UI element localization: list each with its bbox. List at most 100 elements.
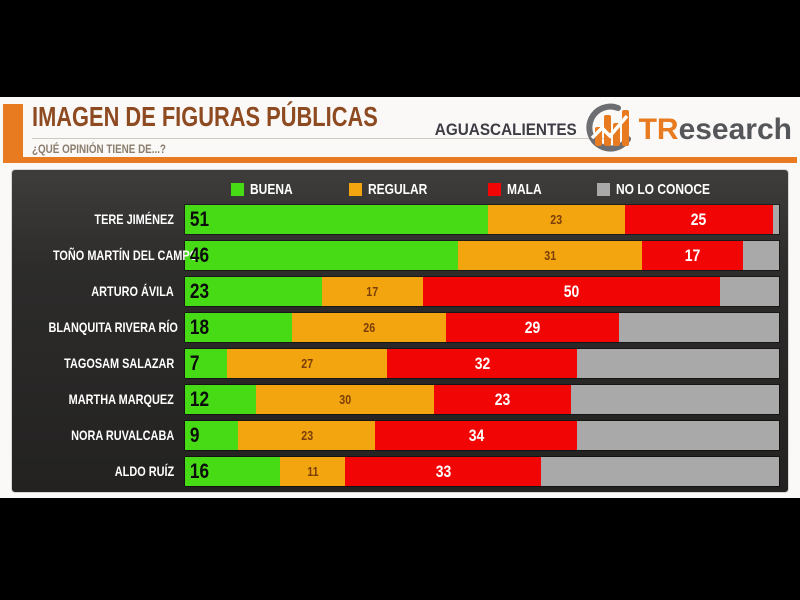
bar-segment-regular: 31	[458, 241, 643, 270]
bar-segment-regular: 23	[238, 421, 376, 450]
row-category-label: ALDO RUÍZ	[114, 463, 174, 479]
page-title: IMAGEN DE FIGURAS PÚBLICAS	[32, 101, 378, 132]
bar-segment-no-lo-conoce	[571, 385, 779, 414]
row-category-label: ARTURO ÁVILA	[91, 283, 174, 299]
legend-label-mala: MALA	[507, 180, 542, 198]
region-label: AGUASCALIENTES	[434, 120, 577, 139]
row-category-label: NORA RUVALCABA	[70, 427, 174, 443]
stacked-bar: 23 17 50	[185, 277, 779, 306]
chart-panel: BUENA REGULAR MALA NO LO CONOCE TERE JIM…	[12, 170, 788, 492]
bar-value-label: 33	[435, 461, 452, 481]
bar-segment-buena: 23	[185, 277, 322, 306]
bar-segment-mala: 34	[375, 421, 578, 450]
legend-item: REGULAR	[349, 181, 442, 198]
chart-row: MARTHA MARQUEZ 12 30 23	[12, 385, 788, 414]
bar-value-label: 51	[189, 207, 210, 231]
bar-segment-regular: 11	[280, 457, 346, 486]
legend-item: NO LO CONOCE	[596, 181, 734, 198]
content-band: IMAGEN DE FIGURAS PÚBLICAS ¿QUÉ OPINIÓN …	[0, 97, 800, 498]
bar-segment-regular: 30	[256, 385, 435, 414]
bar-value-label: 18	[189, 315, 210, 339]
bar-value-label: 12	[189, 387, 210, 411]
logo-swoosh-icon	[585, 103, 631, 152]
legend-swatch-icon	[596, 182, 610, 196]
bar-segment-mala: 25	[624, 205, 774, 234]
bar-segment-buena: 51	[185, 205, 488, 234]
bar-segment-no-lo-conoce	[577, 421, 779, 450]
legend-label-regular: REGULAR	[368, 180, 428, 198]
bar-segment-mala: 32	[386, 349, 578, 378]
chart-row: ALDO RUÍZ 16 11 33	[12, 457, 788, 486]
bar-segment-mala: 23	[434, 385, 572, 414]
bar-segment-no-lo-conoce	[719, 277, 779, 306]
chart-row: BLANQUITA RIVERA RÍO 18 26 29	[12, 313, 788, 342]
legend-swatch-icon	[230, 182, 244, 196]
bar-segment-no-lo-conoce	[773, 205, 779, 234]
bar-value-label: 30	[339, 392, 352, 407]
legend-item: MALA	[488, 181, 550, 198]
chart-row: TAGOSAM SALAZAR 7 27 32	[12, 349, 788, 378]
logo-bar-icon	[603, 115, 611, 146]
legend-item: BUENA	[230, 180, 303, 198]
chart-rows: TERE JIMÉNEZ 51 23 25 TOÑO MARTÍN DEL CAMP…	[12, 205, 788, 486]
chart-row: TERE JIMÉNEZ 51 23 25	[12, 205, 788, 234]
bar-value-label: 34	[468, 425, 484, 445]
bar-value-label: 23	[300, 428, 313, 443]
bar-value-label: 50	[563, 281, 579, 301]
bar-value-label: 17	[366, 284, 379, 299]
chart-legend: BUENA REGULAR MALA NO LO CONOCE	[185, 178, 779, 200]
stacked-bar: 7 27 32	[185, 349, 779, 378]
bar-value-label: 46	[189, 243, 210, 267]
stacked-bar: 9 23 34	[185, 421, 779, 450]
stacked-bar: 51 23 25	[185, 205, 779, 234]
legend-swatch-icon	[349, 182, 363, 196]
bar-value-label: 9	[189, 423, 200, 447]
bar-segment-regular: 17	[321, 277, 423, 306]
chart-row: NORA RUVALCABA 9 23 34	[12, 421, 788, 450]
header-right: AGUASCALIENTES TResearch	[419, 101, 792, 159]
bar-segment-buena: 7	[185, 349, 227, 378]
chart-row: ARTURO ÁVILA 23 17 50	[12, 277, 788, 306]
row-category-label: TOÑO MARTÍN DEL CAMPO	[52, 247, 199, 263]
row-category-label: TAGOSAM SALAZAR	[63, 355, 174, 371]
bar-segment-mala: 29	[446, 313, 619, 342]
bar-segment-mala: 33	[345, 457, 542, 486]
bar-segment-regular: 26	[291, 313, 447, 342]
bar-segment-mala: 17	[642, 241, 744, 270]
stacked-bar: 46 31 17	[185, 241, 779, 270]
page-subtitle: ¿QUÉ OPINIÓN TIENE DE...?	[32, 142, 166, 156]
header-divider	[32, 138, 608, 139]
bar-value-label: 32	[474, 353, 490, 373]
legend-swatch-icon	[488, 182, 502, 196]
bar-segment-buena: 12	[185, 385, 257, 414]
bar-segment-no-lo-conoce	[577, 349, 779, 378]
row-category-label: TERE JIMÉNEZ	[94, 211, 174, 227]
bar-segment-buena: 46	[185, 241, 459, 270]
bar-value-label: 16	[189, 459, 210, 483]
bar-value-label: 31	[544, 248, 557, 263]
bar-value-label: 11	[307, 464, 319, 479]
bar-value-label: 23	[550, 212, 563, 227]
bar-segment-no-lo-conoce	[743, 241, 779, 270]
legend-label-buena: BUENA	[249, 180, 293, 198]
bar-value-label: 17	[685, 245, 701, 265]
bar-value-label: 29	[524, 317, 541, 337]
stacked-bar: 12 30 23	[185, 385, 779, 414]
bar-value-label: 7	[189, 351, 200, 375]
chart-row: TOÑO MARTÍN DEL CAMPO 46 31 17	[12, 241, 788, 270]
bar-segment-mala: 50	[422, 277, 720, 306]
logo-trendline-icon	[590, 114, 628, 140]
brand-wordmark: TResearch	[638, 113, 792, 146]
stacked-bar: 18 26 29	[185, 313, 779, 342]
row-category-label: BLANQUITA RIVERA RÍO	[48, 319, 178, 335]
title-accent-block	[3, 104, 23, 160]
bar-value-label: 23	[189, 279, 210, 303]
bar-segment-buena: 16	[185, 457, 281, 486]
bar-value-label: 26	[363, 320, 376, 335]
tresearch-logo-icon	[585, 103, 631, 152]
row-category-label: MARTHA MARQUEZ	[68, 391, 174, 407]
bar-segment-buena: 9	[185, 421, 239, 450]
bar-segment-buena: 18	[185, 313, 292, 342]
stacked-bar: 16 11 33	[185, 457, 779, 486]
